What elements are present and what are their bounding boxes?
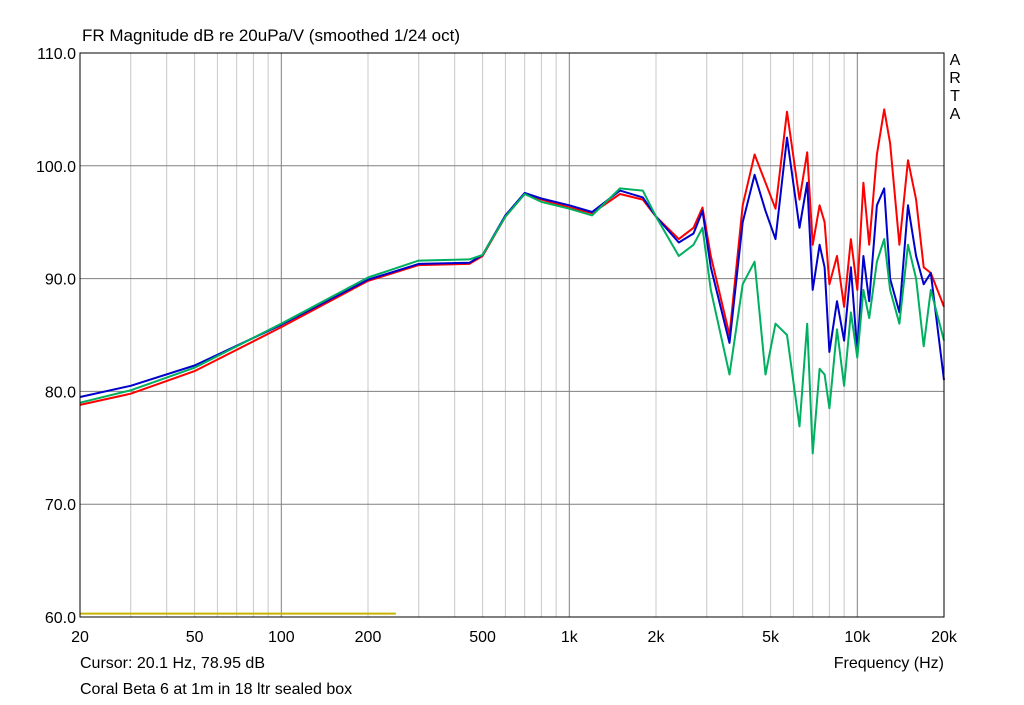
y-tick-label: 90.0 — [45, 272, 76, 289]
x-tick-label: 2k — [648, 629, 666, 646]
watermark-letter: R — [949, 70, 961, 87]
watermark-letter: A — [949, 52, 961, 69]
chart-caption: Coral Beta 6 at 1m in 18 ltr sealed box — [80, 681, 353, 698]
x-tick-label: 5k — [762, 629, 780, 646]
x-tick-label: 200 — [355, 629, 382, 646]
y-tick-label: 60.0 — [45, 610, 76, 627]
series-group — [79, 108, 945, 615]
x-tick-label: 1k — [561, 629, 579, 646]
y-tick-label: 110.0 — [37, 46, 76, 63]
x-tick-label: 100 — [268, 629, 295, 646]
chart-title: FR Magnitude dB re 20uPa/V (smoothed 1/2… — [82, 26, 460, 45]
grid — [80, 53, 944, 617]
y-tick-label: 80.0 — [45, 384, 76, 401]
tick-labels: 60.0 70.0 80.0 90.0 100.0 110.0 20 50 100 200 500 1… — [36, 46, 958, 646]
series-line — [79, 136, 945, 398]
series-line — [79, 187, 945, 455]
x-axis-label: Frequency (Hz) — [833, 655, 944, 672]
x-tick-label: 20 — [71, 629, 89, 646]
plot-frame — [79, 52, 945, 618]
y-tick-label: 100.0 — [36, 159, 76, 176]
x-tick-label: 10k — [844, 629, 871, 646]
x-tick-label: 500 — [469, 629, 496, 646]
watermark-letter: T — [950, 88, 960, 105]
y-tick-label: 70.0 — [45, 497, 76, 514]
arta-watermark: A R T A — [948, 52, 962, 124]
x-tick-label: 20k — [931, 629, 958, 646]
x-tick-label: 50 — [186, 629, 204, 646]
watermark-letter: A — [949, 106, 961, 123]
cursor-readout: Cursor: 20.1 Hz, 78.95 dB — [80, 655, 265, 672]
